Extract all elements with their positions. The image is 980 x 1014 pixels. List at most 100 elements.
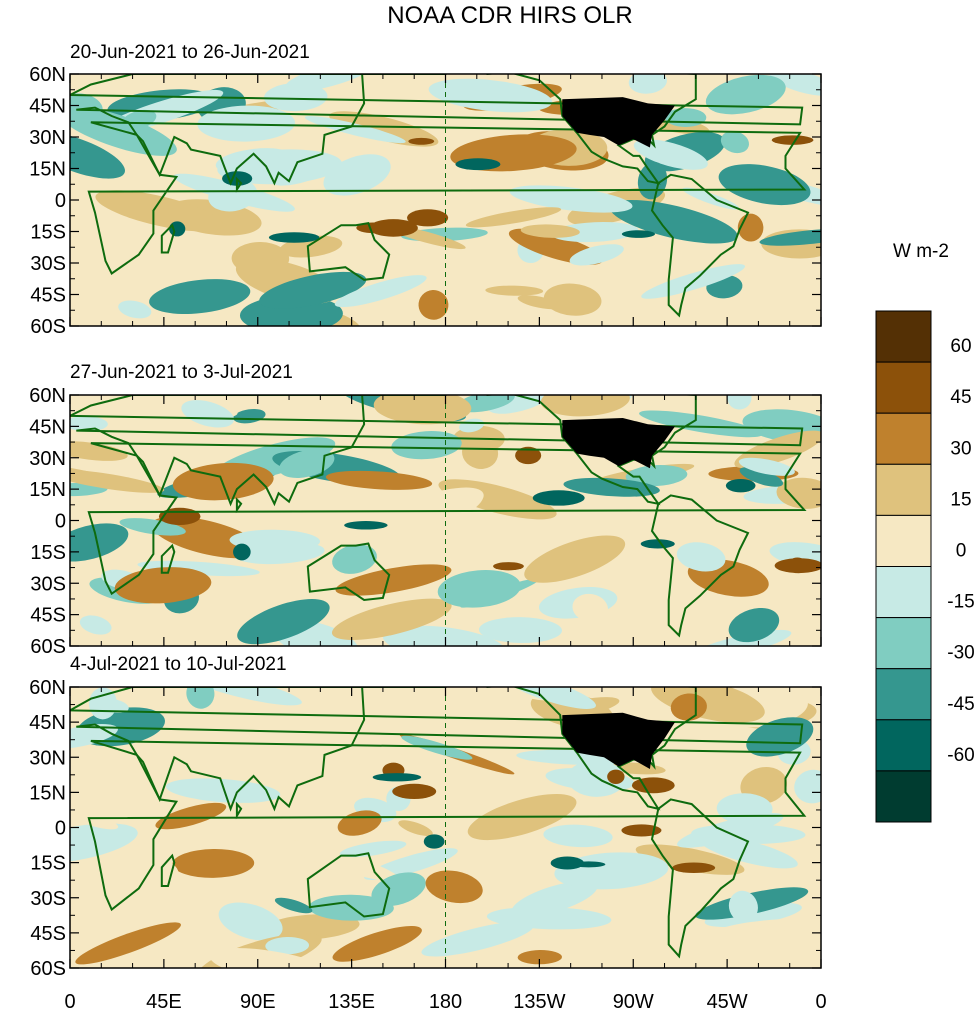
anomaly-region (572, 593, 609, 623)
anomaly-region (504, 687, 596, 709)
colorbar-unit: W m-2 (893, 241, 949, 262)
anomaly-region (478, 617, 562, 644)
anomaly-region (237, 599, 330, 645)
colorbar-tick-label: -30 (947, 643, 974, 664)
coastline-australia (306, 542, 391, 602)
y-tick-label: 60N (29, 677, 66, 699)
masked-region-usa (562, 712, 675, 769)
coastline-south-america (650, 173, 750, 318)
y-tick-label: 30N (29, 127, 66, 149)
panel-3-title: 4-Jul-2021 to 10-Jul-2021 (70, 654, 287, 675)
anomaly-region (633, 139, 708, 170)
colorbar-tick-label: 30 (950, 438, 971, 459)
anomaly-region (738, 457, 795, 476)
anomaly-region (543, 824, 613, 848)
anomaly-core (771, 135, 814, 145)
coastline-africa (87, 442, 807, 596)
coastline-madagascar (160, 223, 176, 254)
y-tick-label: 30N (29, 448, 66, 470)
anomaly-core (423, 834, 445, 849)
colorbar-swatch (875, 514, 932, 568)
anomaly-region (70, 416, 108, 432)
anomaly-region (743, 558, 821, 592)
anomaly-region (181, 400, 235, 428)
coastline-madagascar (160, 543, 176, 574)
anomaly-region (70, 823, 138, 864)
masked-region-usa (562, 97, 675, 148)
y-tick-label: 0 (55, 511, 66, 533)
anomaly-region (625, 465, 688, 487)
anomaly-region (149, 279, 251, 315)
anomaly-region (485, 285, 544, 296)
colorbar-swatch (875, 719, 932, 772)
anomaly-region (325, 470, 433, 490)
x-tick-label: 45E (146, 991, 182, 1013)
colorbar-swatch (875, 770, 932, 823)
anomaly-region (172, 848, 255, 878)
panel-1-map (70, 74, 821, 326)
anomaly-region (421, 921, 534, 957)
y-tick-label: 60S (30, 636, 66, 658)
anomaly-core (268, 232, 320, 243)
anomaly-region (224, 797, 315, 818)
colorbar-swatch (875, 566, 932, 619)
x-tick-label: 45W (707, 991, 748, 1013)
anomaly-region (651, 687, 765, 723)
anomaly-region (540, 395, 630, 417)
anomaly-core (550, 856, 584, 870)
anomaly-region (279, 839, 401, 882)
anomaly-region (274, 897, 313, 914)
y-tick-label: 45N (29, 96, 66, 118)
anomaly-core (607, 769, 625, 784)
anomaly-core (408, 137, 435, 145)
anomaly-region (425, 870, 483, 904)
anomaly-region (509, 185, 633, 213)
anomaly-region (428, 78, 553, 113)
y-tick-label: 15N (29, 782, 66, 804)
anomaly-region (137, 560, 260, 577)
y-tick-label: 45N (29, 416, 66, 438)
coastline-south-america (650, 798, 750, 959)
anomaly-region (209, 948, 339, 968)
panel-2-title: 27-Jun-2021 to 3-Jul-2021 (70, 362, 293, 383)
anomaly-core (368, 219, 418, 237)
anomaly-region (79, 615, 112, 635)
coastline-north-america (485, 74, 697, 185)
colorbar-tick-label: -45 (947, 694, 974, 715)
y-tick-label: 60N (29, 64, 66, 86)
x-tick-label: 0 (815, 991, 826, 1013)
anomaly-region (398, 820, 433, 836)
anomaly-region (70, 523, 129, 562)
y-tick-label: 15S (30, 542, 66, 564)
anomaly-region (728, 607, 780, 643)
colorbar-swatch (875, 668, 932, 721)
anomaly-region (517, 950, 563, 965)
anomaly-region (676, 542, 726, 572)
anomaly-region (279, 449, 335, 478)
anomaly-region (728, 890, 758, 923)
coastline-india-island (235, 176, 243, 193)
anomaly-region (373, 395, 472, 425)
colorbar-swatch (875, 412, 932, 465)
x-tick-label: 180 (429, 991, 462, 1013)
anomaly-region (70, 131, 125, 179)
anomaly-core (631, 777, 675, 794)
y-tick-label: 15N (29, 479, 66, 501)
anomaly-region (401, 735, 473, 760)
anomaly-core (640, 539, 675, 549)
anomaly-region (418, 290, 449, 320)
y-tick-label: 60S (30, 316, 66, 338)
anomaly-core (392, 783, 437, 800)
anomaly-region (524, 535, 626, 583)
anomaly-region (382, 625, 505, 646)
coastline-india-island (235, 497, 243, 514)
colorbar-tick-label: 60 (950, 336, 971, 357)
anomaly-region (229, 529, 321, 552)
anomaly-core (621, 230, 656, 238)
anomaly-region (70, 723, 118, 749)
x-tick-label: 0 (64, 991, 75, 1013)
anomaly-region (332, 544, 377, 574)
anomaly-region (739, 467, 784, 487)
anomaly-region (265, 936, 310, 955)
anomaly-region (465, 207, 562, 228)
